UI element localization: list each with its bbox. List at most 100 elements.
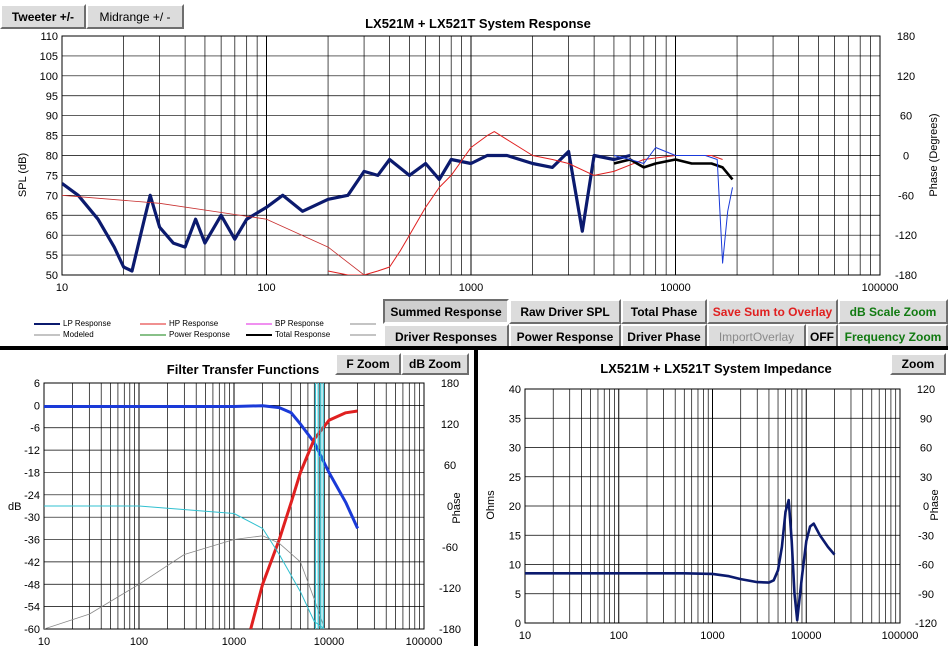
x-tick-label: 100 [130,636,148,646]
y2-tick-label: 60 [920,443,932,455]
raw-driver-spl-button[interactable]: Raw Driver SPL [509,299,621,324]
x-tick-label: 1000 [222,636,246,646]
db-scale-zoom-button[interactable]: dB Scale Zoom [838,299,948,324]
y-tick-label: 30 [509,443,521,455]
legend: LP Response HP Response BP Response Mode… [34,319,376,339]
chart-title: LX521M + LX521T System Response [365,16,591,31]
y2-tick-label: 120 [897,71,915,83]
x-tick-label: 10000 [660,282,691,294]
y2-tick-label: -180 [439,624,461,636]
summed-response-button[interactable]: Summed Response [383,299,509,324]
x-tick-label: 10 [519,630,531,642]
driver-responses-button[interactable]: Driver Responses [383,324,509,346]
y-tick-label: 95 [46,91,58,103]
legend-bp: BP Response [275,319,324,328]
y-tick-label: 5 [515,589,521,601]
y-tick-label: -36 [24,535,40,547]
y-tick-label: 15 [509,530,521,542]
system-response-chart: 110 105 100 95 90 85 80 75 70 65 60 55 50 180 120 60 0 -6… [17,16,940,339]
y2-tick-label: 90 [920,413,932,425]
overlay-off-button[interactable]: OFF [806,324,838,346]
y2-tick-label: 0 [447,501,453,513]
y-tick-label: -42 [24,557,40,569]
series-line-modeled [62,194,365,275]
x-tick-label: 10 [38,636,50,646]
y2-tick-label: -120 [439,583,461,595]
series-line-lp-response [62,149,631,273]
x-tick-label: 10000 [314,636,345,646]
filter-y-axis-label: dB [8,501,21,513]
y2-tick-label: -120 [895,230,917,242]
x-tick-label: 100000 [882,630,919,642]
save-sum-to-overlay-button[interactable]: Save Sum to Overlay [707,299,838,324]
y-tick-label: 10 [509,560,521,572]
y-axis-label: SPL (dB) [17,153,29,197]
legend-modeled: Modeled [63,330,94,339]
db-zoom-button[interactable]: dB Zoom [401,353,469,375]
driver-phase-button[interactable]: Driver Phase [621,324,707,346]
y2-tick-label: -90 [918,589,934,601]
y-tick-label: 25 [509,472,521,484]
x-tick-label: 10 [56,282,68,294]
y2-tick-label: 30 [920,472,932,484]
legend-lp: LP Response [63,319,111,328]
power-response-button[interactable]: Power Response [509,324,621,346]
series-line-2 [44,505,325,629]
y-tick-label: -18 [24,467,40,479]
legend-hp: HP Response [169,319,219,328]
y-tick-label: -6 [30,423,40,435]
y-tick-label: 40 [509,384,521,396]
y-tick-label: 105 [40,51,58,63]
total-phase-button[interactable]: Total Phase [621,299,707,324]
y-tick-label: 60 [46,230,58,242]
y-tick-label: 70 [46,190,58,202]
y-tick-label: 85 [46,131,58,143]
tweeter-button[interactable]: Tweeter +/- [0,4,86,29]
y2-tick-label: -30 [918,530,934,542]
y2-tick-label: -60 [898,190,914,202]
y2-axis-label: Phase (Degrees) [928,113,940,196]
y-tick-label: 90 [46,111,58,123]
y-tick-label: 75 [46,170,58,182]
y-tick-label: 80 [46,151,58,163]
y-tick-label: -24 [24,490,40,502]
series-line-total-response [613,158,734,181]
y2-tick-label: -60 [918,560,934,572]
y-tick-label: 0 [34,400,40,412]
y2-tick-label: 0 [923,501,929,513]
impedance-y-axis-label: Ohms [485,490,497,520]
system-response-panel: 110 105 100 95 90 85 80 75 70 65 60 55 50 180 120 60 0 -6… [0,0,948,346]
f-zoom-button[interactable]: F Zoom [335,353,401,375]
y2-tick-label: 180 [897,31,915,43]
frequency-zoom-button[interactable]: Frequency Zoom [838,324,948,346]
filter-transfer-chart: 60-6-12-18-24-30-36-42-48-54-60180120600… [8,362,463,646]
y-tick-label: 6 [34,378,40,390]
series-line-0 [44,404,359,530]
y2-tick-label: 120 [917,384,935,396]
filter-transfer-panel: 6 0 -6 -12 -18 -24 -30 -36 -42 -48 -54 -60 180 120 60 0… [0,350,474,646]
series-line-0 [525,498,836,622]
x-tick-label: 100 [257,282,275,294]
y2-tick-label: 60 [900,111,912,123]
legend-power: Power Response [169,330,230,339]
y-tick-label: 20 [509,501,521,513]
y-tick-label: 0 [515,618,521,630]
x-tick-label: 100000 [862,282,899,294]
y-tick-label: -54 [24,602,40,614]
impedance-zoom-button[interactable]: Zoom [890,353,946,375]
filter-chart-title: Filter Transfer Functions [167,362,319,377]
x-tick-label: 1000 [700,630,724,642]
y2-tick-label: -120 [915,618,937,630]
series-line-1 [249,409,358,629]
y-tick-label: 110 [40,31,58,43]
x-tick-label: 100 [610,630,628,642]
y2-tick-label: 120 [441,419,459,431]
y-tick-label: -60 [24,624,40,636]
midrange-button[interactable]: Midrange +/ - [86,4,184,29]
y2-tick-label: 60 [444,460,456,472]
import-overlay-button[interactable]: ImportOverlay [707,324,806,346]
y-tick-label: 50 [46,270,58,282]
y-tick-label: -12 [24,445,40,457]
impedance-y2-axis-label: Phase [929,489,941,520]
x-tick-label: 100000 [406,636,443,646]
